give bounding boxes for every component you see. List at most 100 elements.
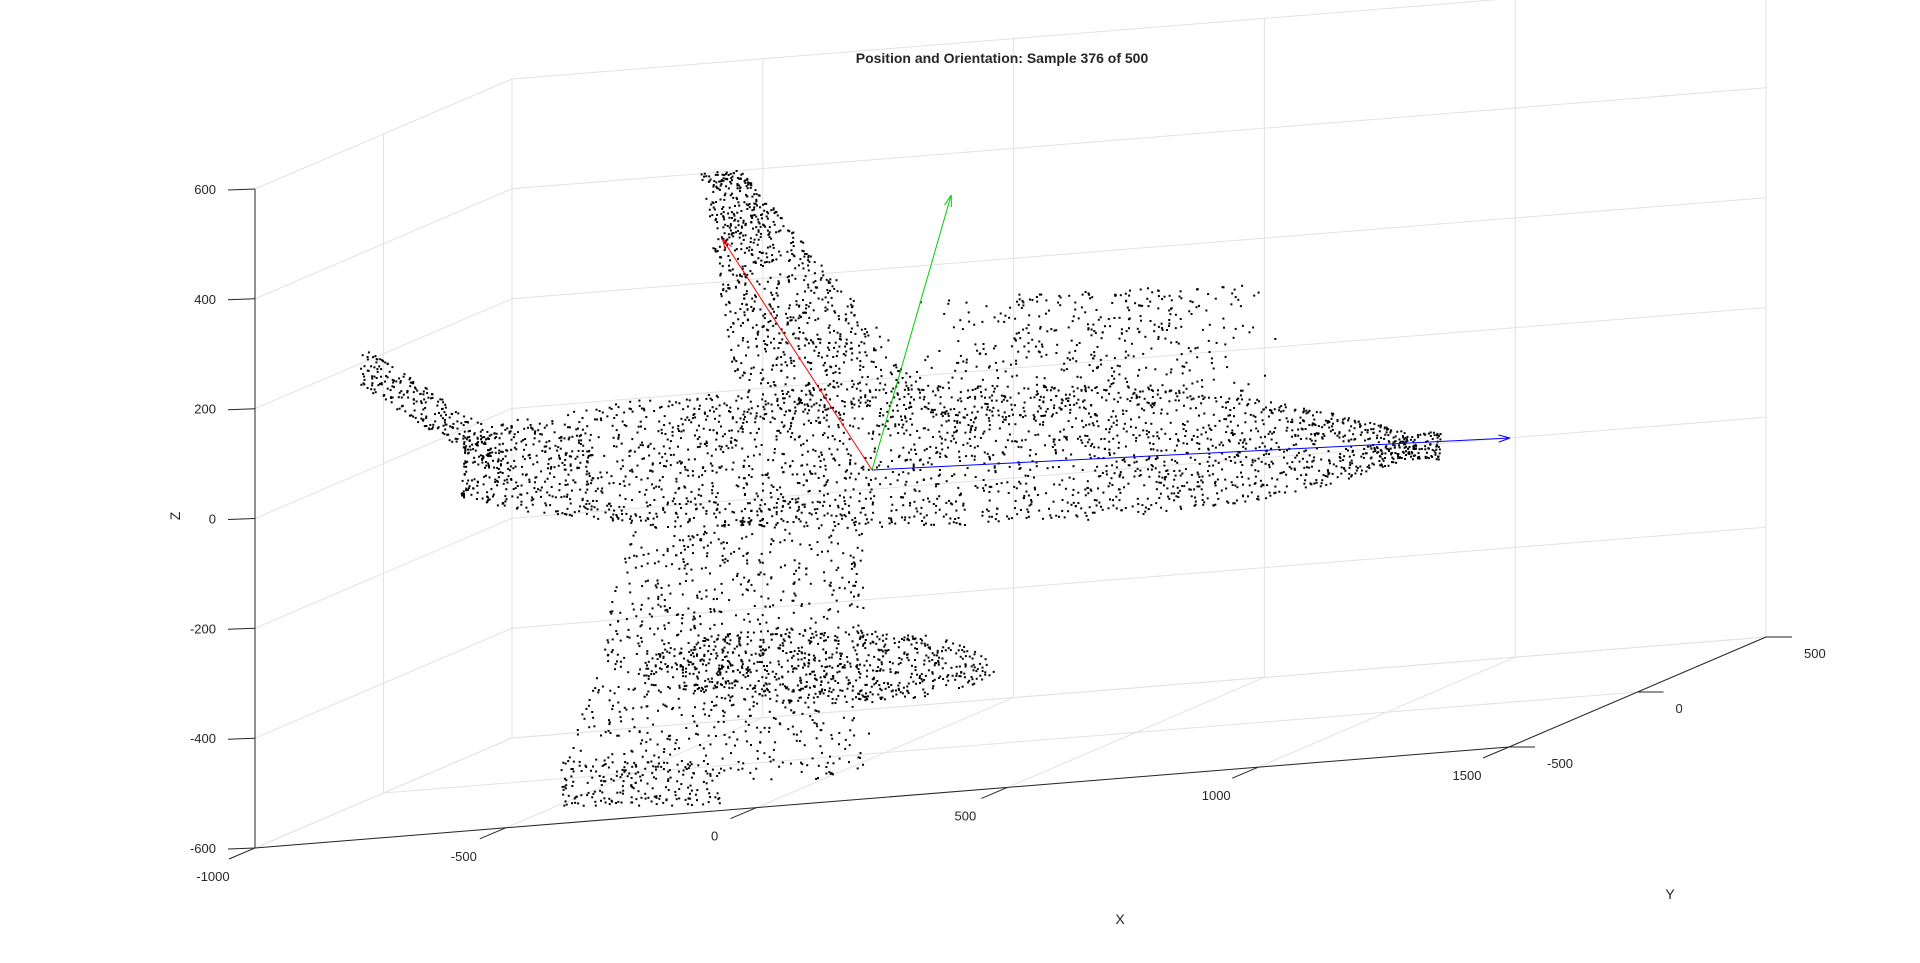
cloud-point [770,403,773,406]
cloud-point [644,519,647,522]
cloud-point [869,400,871,403]
cloud-point [749,186,752,189]
cloud-point [1212,378,1215,381]
cloud-point [854,517,857,520]
cloud-point [646,652,649,655]
cloud-point [659,691,662,694]
cloud-point [640,425,642,428]
cloud-point [1191,382,1194,385]
cloud-point [1084,488,1087,491]
cloud-point [767,458,770,461]
cloud-point [468,485,471,488]
cloud-point [988,428,991,431]
cloud-point [1111,464,1114,467]
cloud-point [1113,317,1116,319]
cloud-point [553,476,556,479]
cloud-point [385,375,388,377]
cloud-point [1143,397,1146,400]
cloud-point [601,685,604,688]
cloud-point [804,344,806,347]
cloud-point [1024,438,1027,441]
cloud-point [721,622,723,625]
cloud-point [1033,418,1036,421]
cloud-point [729,229,732,232]
cloud-point [773,298,776,300]
cloud-point [710,454,713,457]
cloud-point [467,430,470,433]
cloud-point [700,173,703,176]
cloud-point [1006,515,1009,518]
cloud-point [721,757,724,760]
cloud-point [1238,402,1241,405]
cloud-point [740,226,743,229]
cloud-point [1071,357,1074,360]
cloud-point [1352,433,1355,436]
cloud-point [563,464,566,466]
cloud-point [1119,491,1122,494]
cloud-point [804,290,806,293]
cloud-point [825,772,828,775]
cloud-point [624,498,627,500]
cloud-point [479,454,482,457]
cloud-point [956,414,959,417]
cloud-point [564,459,567,461]
cloud-point [1254,402,1257,405]
cloud-point [1040,293,1043,296]
cloud-point [585,707,588,710]
cloud-point [872,361,875,364]
cloud-point [947,302,950,305]
cloud-point [743,314,746,317]
cloud-point [646,717,649,720]
cloud-point [843,587,846,590]
cloud-point [465,438,468,441]
cloud-point [759,571,762,574]
cloud-point [783,353,786,356]
cloud-point [1241,324,1244,327]
cloud-point [1080,306,1083,309]
cloud-point [868,404,871,407]
cloud-point [1437,455,1440,458]
cloud-point [363,378,366,381]
cloud-point [959,354,962,357]
cloud-point [778,765,781,768]
cloud-point [849,454,852,457]
cloud-point [808,260,811,263]
cloud-point [837,542,839,545]
cloud-point [1189,350,1192,353]
cloud-point [988,457,991,460]
cloud-point [709,627,712,630]
cloud-point [1398,441,1401,444]
cloud-point [1377,451,1380,454]
cloud-point [1038,340,1041,343]
cloud-point [681,617,684,620]
cloud-point [1262,423,1265,426]
cloud-point [849,297,852,300]
cloud-point [737,229,740,232]
cloud-point [1285,429,1288,432]
cloud-point [817,409,820,412]
cloud-point [1326,421,1329,424]
cloud-point [1407,447,1410,450]
cloud-point [577,427,579,430]
cloud-point [938,495,941,498]
cloud-point [1118,365,1121,368]
cloud-point [893,396,896,399]
cloud-point [629,591,632,594]
cloud-point [523,458,526,461]
cloud-point [528,480,531,483]
cloud-point [1210,428,1213,431]
cloud-point [751,209,754,212]
cloud-point [745,420,748,423]
cloud-point [1306,460,1309,463]
cloud-point [1027,342,1030,345]
cloud-point [879,521,881,524]
cloud-point [1272,462,1274,465]
cloud-point [1098,501,1101,504]
cloud-point [765,202,768,205]
cloud-point [412,415,415,418]
cloud-point [971,389,974,391]
cloud-point [836,448,839,451]
cloud-point [371,382,374,385]
cloud-point [853,595,855,598]
cloud-point [1008,423,1010,426]
